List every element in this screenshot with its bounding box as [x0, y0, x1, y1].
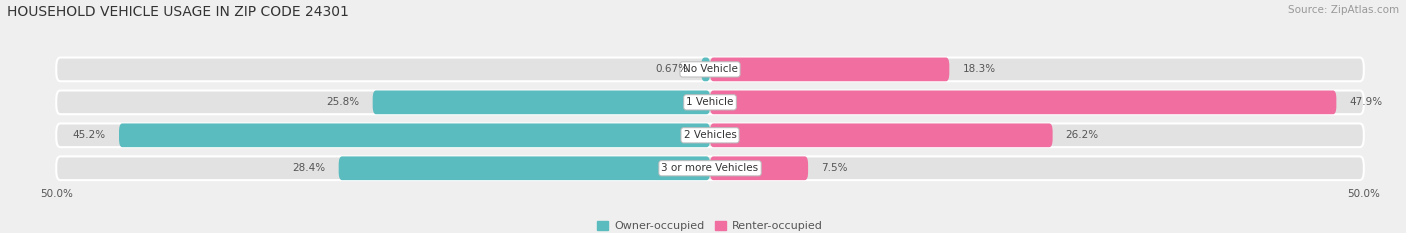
FancyBboxPatch shape: [339, 156, 710, 180]
Text: 0.67%: 0.67%: [655, 64, 688, 74]
FancyBboxPatch shape: [710, 58, 949, 81]
Text: 47.9%: 47.9%: [1350, 97, 1382, 107]
Text: Source: ZipAtlas.com: Source: ZipAtlas.com: [1288, 5, 1399, 15]
Text: 18.3%: 18.3%: [962, 64, 995, 74]
FancyBboxPatch shape: [56, 123, 1364, 147]
FancyBboxPatch shape: [120, 123, 710, 147]
FancyBboxPatch shape: [56, 90, 1364, 114]
Text: HOUSEHOLD VEHICLE USAGE IN ZIP CODE 24301: HOUSEHOLD VEHICLE USAGE IN ZIP CODE 2430…: [7, 5, 349, 19]
FancyBboxPatch shape: [710, 90, 1336, 114]
Text: 1 Vehicle: 1 Vehicle: [686, 97, 734, 107]
Text: 3 or more Vehicles: 3 or more Vehicles: [661, 163, 759, 173]
Text: No Vehicle: No Vehicle: [682, 64, 738, 74]
FancyBboxPatch shape: [373, 90, 710, 114]
FancyBboxPatch shape: [56, 156, 1364, 180]
FancyBboxPatch shape: [702, 58, 710, 81]
Text: 7.5%: 7.5%: [821, 163, 848, 173]
Text: 28.4%: 28.4%: [292, 163, 326, 173]
Text: 2 Vehicles: 2 Vehicles: [683, 130, 737, 140]
FancyBboxPatch shape: [56, 58, 1364, 81]
FancyBboxPatch shape: [710, 123, 1053, 147]
FancyBboxPatch shape: [710, 156, 808, 180]
Text: 45.2%: 45.2%: [73, 130, 105, 140]
Text: 25.8%: 25.8%: [326, 97, 360, 107]
Legend: Owner-occupied, Renter-occupied: Owner-occupied, Renter-occupied: [593, 216, 827, 233]
Text: 26.2%: 26.2%: [1066, 130, 1099, 140]
